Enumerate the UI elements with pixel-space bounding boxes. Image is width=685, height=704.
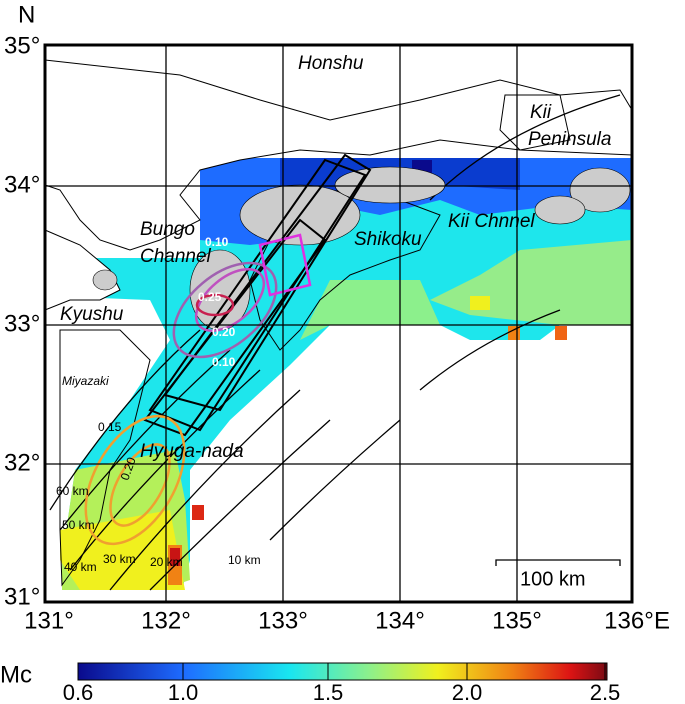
- label: Channel: [140, 246, 212, 267]
- label: Peninsula: [528, 129, 611, 150]
- colorbar-ticks: 0.6 1.0 1.5 2.0 2.5: [63, 663, 621, 704]
- map-frame: [43, 43, 634, 604]
- map-shape: [149, 419, 331, 591]
- map-shape: [148, 158, 367, 432]
- fault-models: [143, 153, 372, 437]
- label: E: [654, 607, 670, 634]
- label: Miyazaki: [62, 374, 109, 388]
- colorbar-tick-label: 2.0: [452, 680, 483, 704]
- map-shape: [534, 195, 586, 225]
- label: 50 km: [62, 518, 95, 532]
- map-shape: [44, 229, 121, 311]
- map-shape: [163, 153, 372, 412]
- map-shape: [419, 309, 561, 391]
- colorbar-tick-label: 1.5: [313, 680, 344, 704]
- colorbar-tick-label: 0.6: [63, 680, 94, 704]
- label: Kii Chnnel: [448, 211, 535, 232]
- label: Kii: [530, 102, 552, 123]
- map-shape: [555, 326, 567, 340]
- label: Shikoku: [354, 229, 422, 250]
- map-shape: [429, 94, 621, 201]
- map-shape: [109, 389, 301, 591]
- label: 60 km: [56, 484, 89, 498]
- label: 40 km: [64, 560, 97, 574]
- label: Hyuga-nada: [140, 441, 244, 462]
- label: Honshu: [298, 53, 364, 74]
- label: Mc: [0, 661, 32, 688]
- colorbar-tick-label: 1.0: [168, 680, 199, 704]
- map-shape: [59, 349, 231, 531]
- label: 133°: [258, 607, 308, 634]
- label: 0.25: [198, 290, 222, 304]
- label: 35°: [4, 32, 40, 59]
- map-shape: [269, 419, 401, 541]
- contours: [84, 233, 312, 546]
- label: 32°: [4, 449, 40, 476]
- map-shape: [170, 548, 180, 566]
- label: 135°: [492, 607, 542, 634]
- scale-bar: [495, 559, 621, 566]
- label: 30 km: [103, 552, 136, 566]
- label: 10 km: [228, 553, 261, 567]
- map-shape: [195, 293, 235, 317]
- map-shape: [470, 296, 490, 310]
- map-shape: [92, 269, 118, 291]
- label: 100 km: [520, 568, 586, 590]
- colorbar: [77, 662, 608, 681]
- colorbar-tick-label: 2.5: [590, 680, 621, 704]
- label: 0.15: [98, 420, 122, 434]
- label: 132°: [141, 607, 191, 634]
- label: Kyushu: [60, 304, 124, 325]
- label: N: [18, 1, 35, 28]
- map-shape: [143, 218, 327, 437]
- map-shape: [172, 261, 278, 359]
- label: 0.10: [205, 235, 229, 249]
- label: 131°: [24, 607, 74, 634]
- map-shape: [195, 268, 265, 332]
- map-shape: [569, 167, 631, 213]
- map-shape: [84, 414, 186, 546]
- label: 34°: [4, 171, 40, 198]
- label: 0.10: [212, 355, 236, 369]
- label: 134°: [375, 607, 425, 634]
- map-shape: [44, 59, 633, 251]
- label: 136°: [604, 607, 654, 634]
- label: 20 km: [150, 555, 183, 569]
- label: 31°: [4, 583, 40, 610]
- map-shape: [109, 443, 171, 527]
- map-shape: [69, 369, 261, 571]
- label: 0.20: [212, 325, 236, 339]
- map-shape: [334, 166, 446, 204]
- label: 33°: [4, 310, 40, 337]
- map-shape: [192, 505, 204, 520]
- label: Bungo: [140, 219, 195, 240]
- graticule: [45, 45, 632, 602]
- map-shape: [258, 233, 312, 297]
